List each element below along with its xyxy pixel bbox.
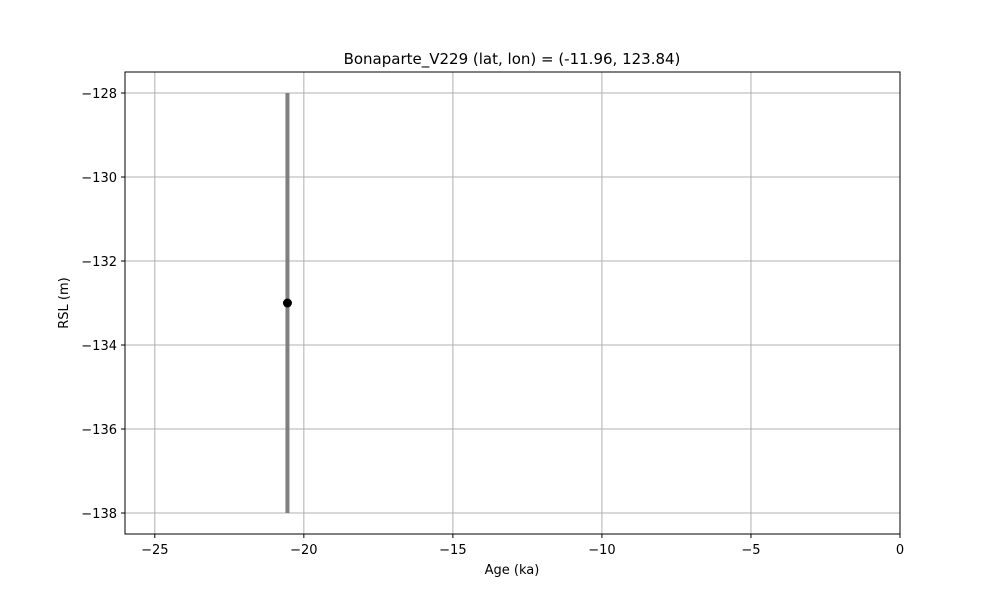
marks-layer	[282, 93, 292, 513]
x-tick-label: 0	[896, 543, 904, 558]
chart-title: Bonaparte_V229 (lat, lon) = (-11.96, 123…	[344, 50, 681, 69]
y-tick-label: −132	[81, 255, 117, 270]
y-tick-label: −136	[81, 423, 117, 438]
x-tick-label: −20	[290, 543, 317, 558]
x-axis-label: Age (ka)	[485, 563, 540, 578]
y-tick-label: −138	[81, 507, 117, 522]
y-tick-label: −128	[81, 87, 117, 102]
x-tick-label: −10	[588, 543, 615, 558]
y-axis-label: RSL (m)	[57, 277, 72, 328]
data-point	[282, 298, 292, 308]
y-tick-label: −134	[81, 339, 117, 354]
x-tick-label: −25	[141, 543, 168, 558]
plot-frame	[124, 71, 901, 535]
x-tick-label: −15	[439, 543, 466, 558]
y-tick-label: −130	[81, 171, 117, 186]
x-tick-label: −5	[741, 543, 760, 558]
grid-layer	[125, 72, 901, 534]
ticks-layer: −25 −20 −15 −10 −5 0 −128 −130 −132 −134 −136 −138	[81, 87, 904, 558]
